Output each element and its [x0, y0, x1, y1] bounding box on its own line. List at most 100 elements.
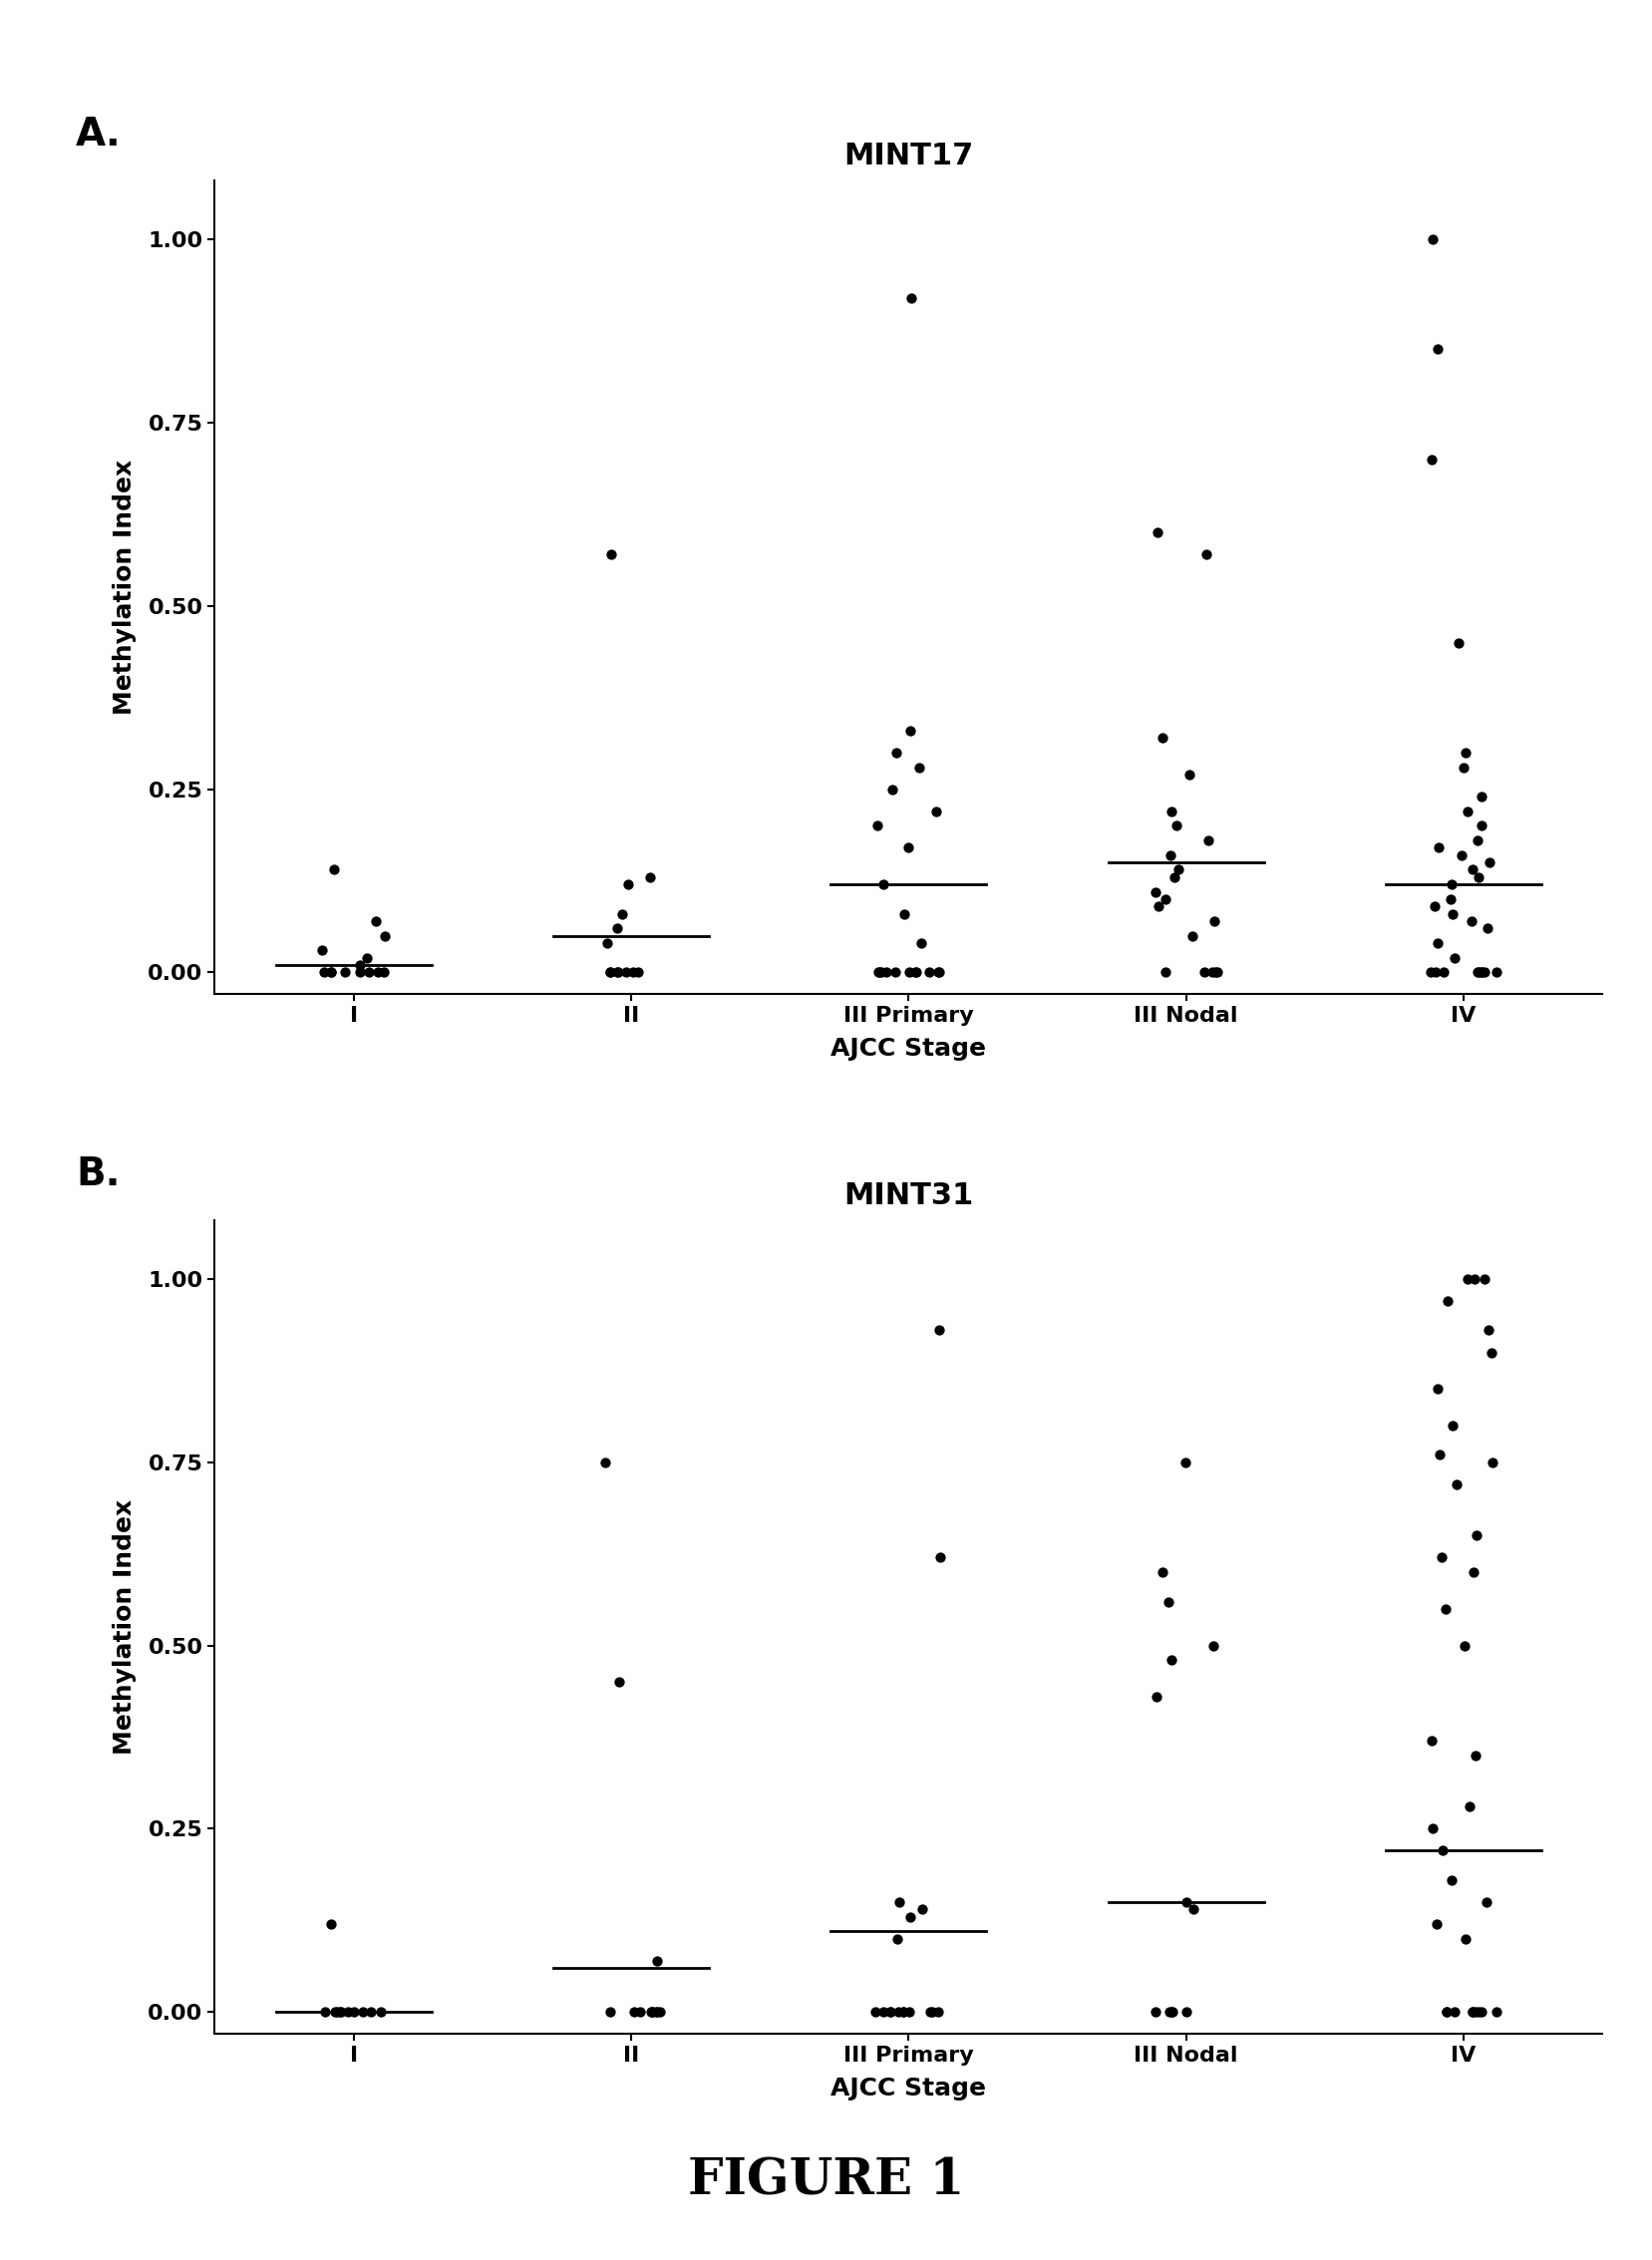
Point [312, 1993, 339, 2029]
Point [871, 1993, 897, 2029]
Point [897, 954, 923, 990]
Point [644, 1944, 671, 1980]
Point [877, 1993, 904, 2029]
Point [1426, 829, 1452, 866]
Point [1163, 807, 1189, 843]
Point [895, 1993, 922, 2029]
Point [1166, 852, 1193, 888]
Point [596, 954, 623, 990]
Point [923, 793, 950, 829]
X-axis label: AJCC Stage: AJCC Stage [831, 2077, 986, 2102]
Point [615, 866, 641, 902]
Point [593, 924, 620, 960]
Point [362, 904, 388, 940]
Y-axis label: Methylation Index: Methylation Index [112, 1501, 137, 1754]
Point [1426, 924, 1452, 960]
Point [610, 895, 636, 931]
Point [1472, 1261, 1498, 1297]
Point [882, 734, 909, 771]
Point [367, 1993, 393, 2029]
Point [347, 947, 373, 983]
Point [1180, 918, 1206, 954]
Point [915, 954, 942, 990]
Point [920, 1993, 947, 2029]
Point [347, 954, 373, 990]
Point [621, 1993, 648, 2029]
Point [620, 954, 646, 990]
Point [1446, 624, 1472, 660]
Point [1479, 1333, 1505, 1370]
Point [884, 1921, 910, 1957]
Point [1441, 940, 1467, 976]
Point [329, 1993, 355, 2029]
Point [311, 954, 337, 990]
Point [1161, 859, 1188, 895]
Point [1158, 836, 1184, 872]
Point [1153, 881, 1180, 918]
Point [613, 954, 639, 990]
Point [890, 1993, 917, 2029]
Point [1155, 1584, 1181, 1620]
Point [927, 954, 953, 990]
Point [332, 954, 358, 990]
Point [1417, 954, 1444, 990]
Point [317, 954, 344, 990]
Point [1173, 1993, 1199, 2029]
Point [1158, 1643, 1184, 1679]
Point [1457, 1788, 1483, 1824]
Point [1450, 748, 1477, 784]
Point [1459, 904, 1485, 940]
Point [1199, 1627, 1226, 1663]
Point [1424, 332, 1450, 368]
Point [1459, 1993, 1485, 2029]
Point [1449, 836, 1475, 872]
Point [1465, 859, 1492, 895]
Point [1439, 866, 1465, 902]
Point [1422, 954, 1449, 990]
Point [864, 807, 890, 843]
Point [1173, 1885, 1199, 1921]
Point [1158, 793, 1184, 829]
Point [1419, 221, 1446, 258]
Point [626, 1993, 653, 2029]
Point [638, 1993, 664, 2029]
Text: A.: A. [76, 115, 122, 154]
Point [365, 954, 392, 990]
Point [1429, 1539, 1455, 1575]
Point [917, 1993, 943, 2029]
Point [334, 1993, 360, 2029]
Point [897, 1898, 923, 1935]
Point [1145, 888, 1171, 924]
Point [1142, 1993, 1168, 2029]
Point [317, 1905, 344, 1941]
Point [646, 1993, 672, 2029]
Point [877, 1993, 904, 2029]
Point [605, 911, 631, 947]
Text: FIGURE 1: FIGURE 1 [687, 2156, 965, 2206]
Point [1483, 1993, 1510, 2029]
Point [1431, 954, 1457, 990]
Point [1434, 1993, 1460, 2029]
Point [925, 1993, 952, 2029]
Y-axis label: Methylation Index: Methylation Index [112, 461, 137, 714]
Point [1452, 1921, 1479, 1957]
Point [1475, 1313, 1502, 1349]
Point [899, 280, 925, 316]
Point [1472, 954, 1498, 990]
Point [1194, 823, 1221, 859]
Point [636, 859, 662, 895]
Point [1145, 515, 1171, 551]
Point [350, 1993, 377, 2029]
Point [1156, 1993, 1183, 2029]
Point [1480, 1444, 1507, 1480]
Point [1469, 1993, 1495, 2029]
Point [1176, 757, 1203, 793]
Point [866, 954, 892, 990]
Point [1439, 1862, 1465, 1898]
Point [1452, 734, 1479, 771]
Point [890, 1993, 917, 2029]
Point [357, 1993, 383, 2029]
Point [1454, 1261, 1480, 1297]
Point [626, 954, 653, 990]
Point [1434, 1284, 1460, 1320]
